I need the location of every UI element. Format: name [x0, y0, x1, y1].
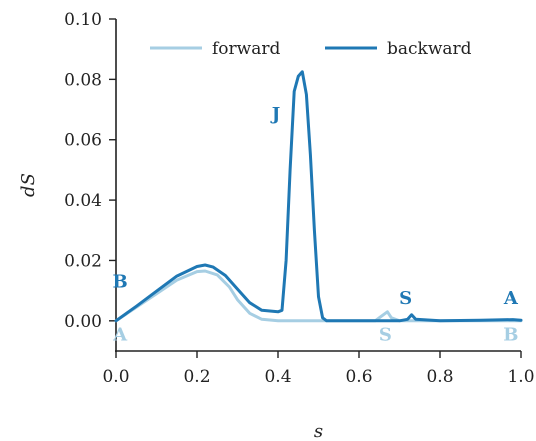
legend-label-backward: backward: [387, 39, 472, 59]
y-tick-label: 0.00: [64, 312, 102, 332]
series-layer: [114, 70, 523, 323]
annotation-S: S: [399, 288, 412, 309]
annotation-A: A: [503, 288, 519, 309]
y-tick-label: 0.10: [64, 10, 102, 30]
x-axis-label: s: [314, 421, 323, 441]
annotation-A: A: [112, 324, 128, 345]
annotation-J: J: [270, 104, 281, 125]
annotation-S: S: [379, 324, 392, 345]
y-axis-label: dS: [18, 173, 39, 197]
series-line-backward: [114, 70, 523, 323]
annotation-B: B: [112, 272, 127, 293]
x-tick-label: 0.2: [183, 367, 210, 387]
x-tick-label: 0.0: [102, 367, 129, 387]
axes: 0.0 0.2 0.4 0.6 0.8 1.0 0.00 0.02 0.04 0.06 0.08 0.…: [64, 10, 534, 387]
x-tick-label: 1.0: [507, 367, 534, 387]
x-tick-label: 0.6: [345, 367, 372, 387]
x-tick-label: 0.4: [264, 367, 291, 387]
y-tick-label: 0.06: [64, 131, 102, 151]
y-tick-label: 0.04: [64, 191, 102, 211]
y-tick-label: 0.08: [64, 70, 102, 90]
legend: forward backward: [150, 39, 472, 59]
annotation-B: B: [503, 324, 518, 345]
y-tick-label: 0.02: [64, 251, 102, 271]
x-tick-label: 0.8: [426, 367, 453, 387]
legend-label-forward: forward: [212, 39, 280, 59]
